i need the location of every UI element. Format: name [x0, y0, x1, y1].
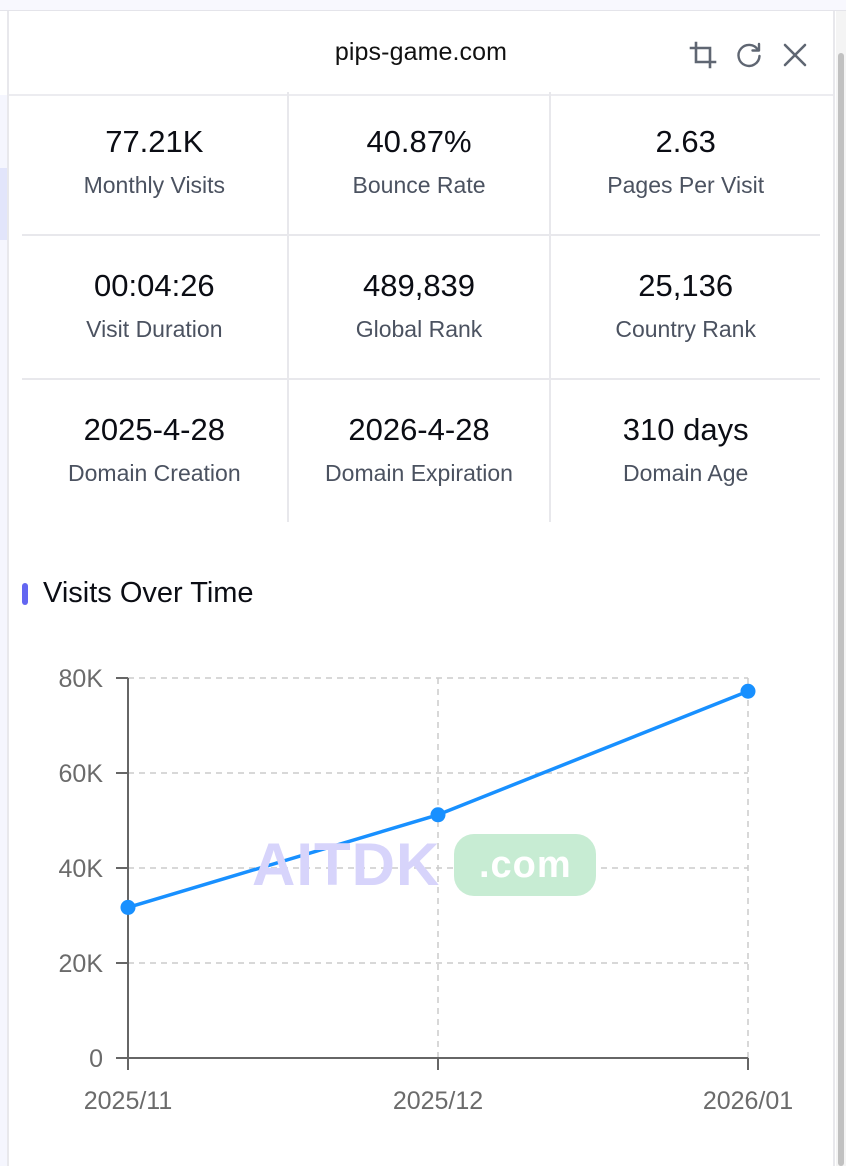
aitdk-watermark: AITDK .com	[252, 831, 597, 898]
stat-domain-expiration: 2026-4-28 Domain Expiration	[289, 380, 552, 522]
x-tick-label: 2026/01	[703, 1087, 793, 1115]
close-icon	[783, 43, 807, 67]
header-actions	[687, 39, 811, 71]
stats-grid: 77.21K Monthly Visits 40.87% Bounce Rate…	[22, 92, 820, 522]
stats-row: 77.21K Monthly Visits 40.87% Bounce Rate…	[22, 92, 820, 236]
stat-value: 2025-4-28	[83, 412, 225, 447]
stat-label: Pages Per Visit	[607, 172, 765, 198]
x-tick-label: 2025/11	[84, 1087, 173, 1115]
stat-monthly-visits: 77.21K Monthly Visits	[22, 92, 289, 234]
stat-label: Monthly Visits	[83, 172, 226, 198]
stat-value: 2026-4-28	[348, 412, 490, 447]
visits-over-time-heading: Visits Over Time	[22, 577, 254, 610]
stat-domain-age: 310 days Domain Age	[551, 380, 820, 522]
refresh-button[interactable]	[733, 39, 765, 71]
site-domain-title: pips-game.com	[334, 38, 508, 66]
y-tick-label: 80K	[59, 665, 104, 693]
stat-label: Country Rank	[615, 316, 756, 342]
background-panel-edge	[0, 11, 9, 1166]
background-panel-body	[0, 95, 7, 1166]
stat-value: 2.63	[655, 124, 716, 159]
close-button[interactable]	[779, 39, 811, 71]
stat-value: 310 days	[622, 412, 749, 447]
stat-pages-per-visit: 2.63 Pages Per Visit	[551, 92, 820, 234]
visits-line-chart: 0 20K 40K 60K 80K 2025/11 2025/12 2026/01	[59, 665, 794, 1115]
stats-row: 00:04:26 Visit Duration 489,839 Global R…	[22, 236, 820, 380]
top-strip	[0, 0, 846, 11]
stat-country-rank: 25,136 Country Rank	[551, 236, 820, 378]
y-tick-label: 0	[89, 1045, 103, 1073]
site-info-panel: pips-game.com	[9, 11, 835, 1166]
stat-label: Bounce Rate	[352, 172, 486, 198]
crop-button[interactable]	[687, 39, 719, 71]
data-point[interactable]	[740, 683, 756, 699]
stat-domain-creation: 2025-4-28 Domain Creation	[22, 380, 289, 522]
stat-visit-duration: 00:04:26 Visit Duration	[22, 236, 289, 378]
section-title-text: Visits Over Time	[43, 577, 254, 609]
stat-value: 77.21K	[105, 124, 204, 159]
watermark-tld: .com	[454, 834, 597, 896]
stat-label: Domain Creation	[68, 460, 241, 486]
watermark-brand: AITDK	[252, 831, 441, 898]
stat-global-rank: 489,839 Global Rank	[289, 236, 552, 378]
x-tick-label: 2025/12	[393, 1087, 483, 1115]
y-tick-label: 20K	[59, 950, 104, 978]
scrollbar-thumb[interactable]	[838, 53, 844, 1166]
crop-icon	[689, 41, 717, 69]
stat-value: 25,136	[638, 268, 734, 303]
y-tick-label: 40K	[59, 855, 104, 883]
stat-label: Domain Age	[623, 460, 749, 486]
y-tick-label: 60K	[59, 760, 104, 788]
stat-value: 00:04:26	[94, 268, 215, 303]
stat-bounce-rate: 40.87% Bounce Rate	[289, 92, 552, 234]
background-active-item[interactable]	[0, 168, 7, 240]
stat-label: Domain Expiration	[325, 460, 513, 486]
stat-value: 40.87%	[366, 124, 472, 159]
stat-label: Global Rank	[355, 316, 483, 342]
data-point[interactable]	[120, 899, 136, 915]
panel-header: pips-game.com	[9, 11, 833, 96]
panel-scrollbar[interactable]	[836, 11, 846, 1166]
stat-label: Visit Duration	[86, 316, 223, 342]
stats-row: 2025-4-28 Domain Creation 2026-4-28 Doma…	[22, 380, 820, 522]
refresh-icon	[737, 42, 761, 68]
section-accent-bar	[22, 582, 28, 605]
data-point[interactable]	[430, 807, 446, 823]
stat-value: 489,839	[362, 268, 476, 303]
